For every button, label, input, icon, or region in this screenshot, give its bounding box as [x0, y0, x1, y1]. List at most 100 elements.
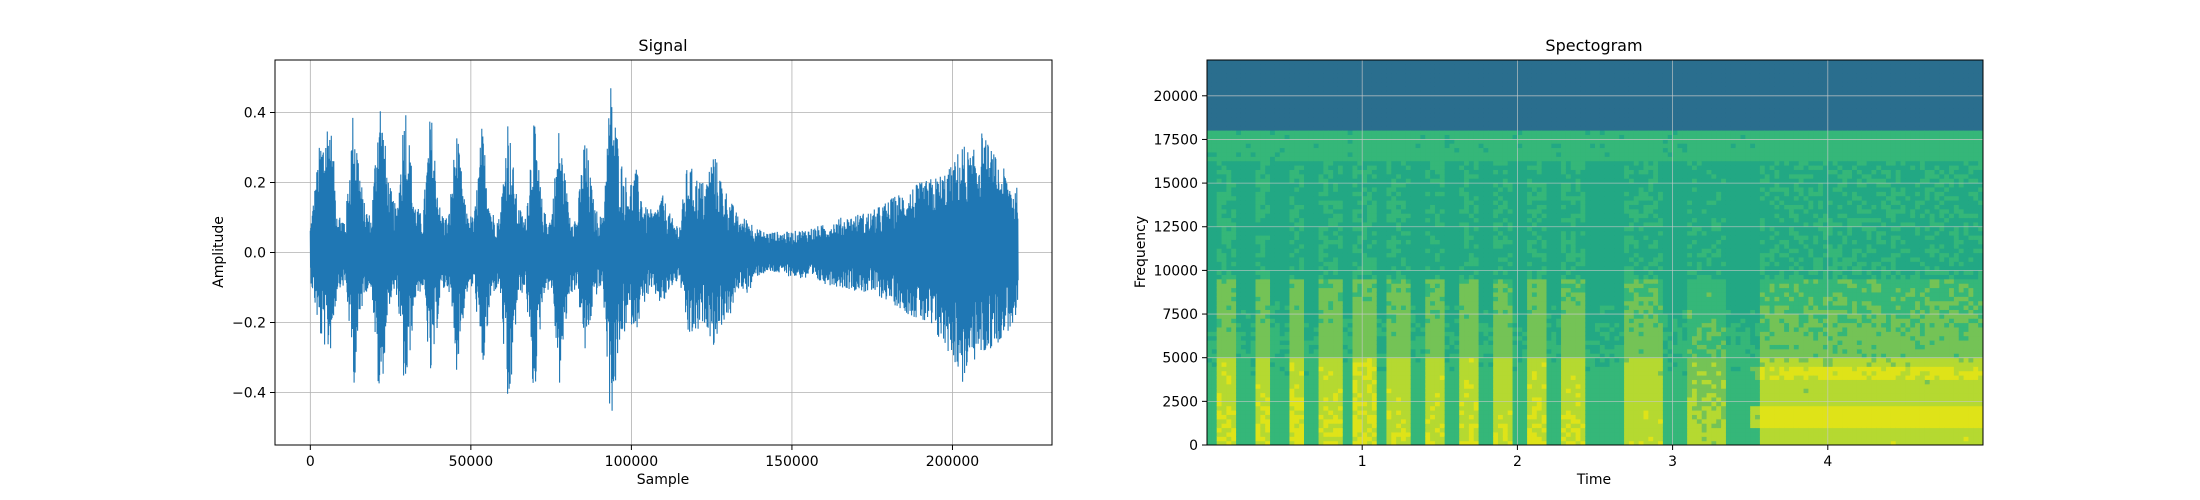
spectrogram-cell	[1371, 68, 1378, 74]
spectrogram-cell	[1376, 431, 1383, 437]
spectrogram-cell	[1289, 274, 1295, 280]
spectrogram-cell	[1454, 217, 1460, 223]
spectrogram-cell	[1439, 340, 1446, 345]
spectrogram-cell	[1255, 431, 1261, 437]
spectrogram-cell	[1211, 423, 1218, 429]
spectrogram-cell	[1376, 388, 1383, 394]
spectrogram-cell	[1207, 278, 1213, 284]
spectrogram-cell	[1221, 116, 1227, 122]
spectrogram-cell	[1270, 221, 1276, 227]
spectrogram-cell	[1449, 99, 1455, 105]
spectrogram-cell	[1367, 383, 1373, 389]
spectrogram-cell	[1473, 108, 1480, 114]
spectrogram-cell	[1357, 423, 1363, 429]
spectrogram-cell	[1371, 256, 1378, 262]
spectrogram-cell	[1454, 322, 1460, 328]
spectrogram-cell	[1337, 361, 1344, 367]
spectrogram-cell	[1240, 156, 1247, 162]
spectrogram-cell	[1391, 165, 1397, 170]
spectrogram-cell	[1347, 414, 1354, 420]
spectrogram-cell	[1430, 200, 1436, 205]
spectrogram-cell	[1207, 300, 1213, 306]
spectrogram-cell	[1347, 287, 1354, 293]
spectrogram-cell	[1376, 147, 1383, 153]
spectrogram-cell	[1381, 440, 1388, 445]
spectrogram-cell	[1420, 283, 1426, 289]
spectrogram-cell	[1236, 405, 1242, 411]
spectrogram-cell	[1221, 379, 1227, 385]
spectrogram-cell	[1386, 103, 1392, 109]
spectrogram-cell	[1245, 217, 1252, 223]
spectrogram-cell	[1386, 309, 1392, 315]
spectrogram-cell	[1425, 81, 1431, 87]
spectrogram-cell	[1415, 182, 1421, 188]
spectrogram-cell	[1454, 68, 1460, 74]
spectrogram-cell	[1328, 195, 1334, 201]
spectrogram-cell	[1231, 436, 1237, 442]
spectrogram-cell	[1396, 423, 1402, 429]
spectrogram-cell	[1236, 313, 1242, 319]
spectrogram-cell	[1299, 370, 1305, 376]
spectrogram-cell	[1410, 401, 1417, 407]
spectrogram-cell	[1362, 418, 1368, 424]
spectrogram-cell	[1449, 379, 1455, 385]
spectrogram-cell	[1410, 361, 1417, 367]
spectrogram-cell	[1473, 265, 1480, 271]
spectrogram-cell	[1464, 191, 1470, 197]
spectrogram-cell	[1468, 305, 1475, 310]
spectrogram-cell	[1260, 60, 1266, 65]
spectrogram-cell	[1357, 370, 1363, 376]
spectrogram-cell	[1371, 116, 1378, 122]
spectrogram-cell	[1323, 322, 1329, 328]
spectrogram-cell	[1454, 423, 1460, 429]
spectrogram-cell	[1308, 335, 1315, 341]
spectrogram-cell	[1221, 305, 1227, 310]
spectrogram-cell	[1473, 204, 1480, 210]
spectrogram-cell	[1386, 283, 1392, 289]
spectrogram-cell	[1473, 125, 1480, 131]
spectrogram-cell	[1216, 296, 1223, 302]
spectrogram-cell	[1420, 169, 1426, 175]
spectrogram-cell	[1396, 296, 1402, 302]
spectrogram-cell	[1236, 200, 1242, 205]
spectrogram-cell	[1430, 270, 1436, 275]
spectrogram-cell	[1468, 256, 1475, 262]
spectrogram-cell	[1333, 116, 1339, 122]
spectrogram-cell	[1255, 173, 1261, 179]
spectrogram-cell	[1245, 151, 1252, 157]
spectrogram-cell	[1357, 90, 1363, 96]
spectrogram-cell	[1337, 405, 1344, 411]
spectrogram-cell	[1347, 243, 1354, 249]
spectrogram-cell	[1226, 165, 1232, 170]
spectrogram-cell	[1439, 73, 1446, 79]
spectrogram-cell	[1328, 283, 1334, 289]
spectrogram-cell	[1454, 375, 1460, 380]
spectrogram-cell	[1240, 392, 1247, 398]
spectrogram-cell	[1478, 440, 1485, 445]
spectrogram-cell	[1323, 243, 1329, 249]
spectrogram-cell	[1289, 344, 1295, 350]
spectrogram-cell	[1279, 375, 1286, 380]
spectrogram-cell	[1216, 287, 1223, 293]
spectrogram-cell	[1231, 134, 1237, 140]
spectrogram-cell	[1245, 147, 1252, 153]
spectrogram-cell	[1434, 261, 1441, 267]
spectrogram-cell	[1284, 121, 1291, 127]
spectrogram-cell	[1313, 375, 1320, 380]
spectrogram-cell	[1236, 436, 1242, 442]
spectrogram-cell	[1207, 436, 1213, 442]
spectrogram-cell	[1434, 248, 1441, 254]
spectrogram-cell	[1381, 86, 1388, 92]
spectrogram-cell	[1454, 270, 1460, 275]
spectrogram-cell	[1342, 331, 1349, 337]
spectrogram-cell	[1386, 81, 1392, 87]
spectrogram-cell	[1468, 191, 1475, 197]
spectrogram-cell	[1299, 344, 1305, 350]
spectrogram-cell	[1308, 436, 1315, 442]
spectrogram-cell	[1240, 116, 1247, 122]
spectrogram-cell	[1289, 427, 1295, 433]
spectrogram-cell	[1245, 331, 1252, 337]
spectrogram-cell	[1371, 182, 1378, 188]
spectrogram-cell	[1289, 73, 1295, 79]
spectrogram-cell	[1255, 138, 1261, 144]
